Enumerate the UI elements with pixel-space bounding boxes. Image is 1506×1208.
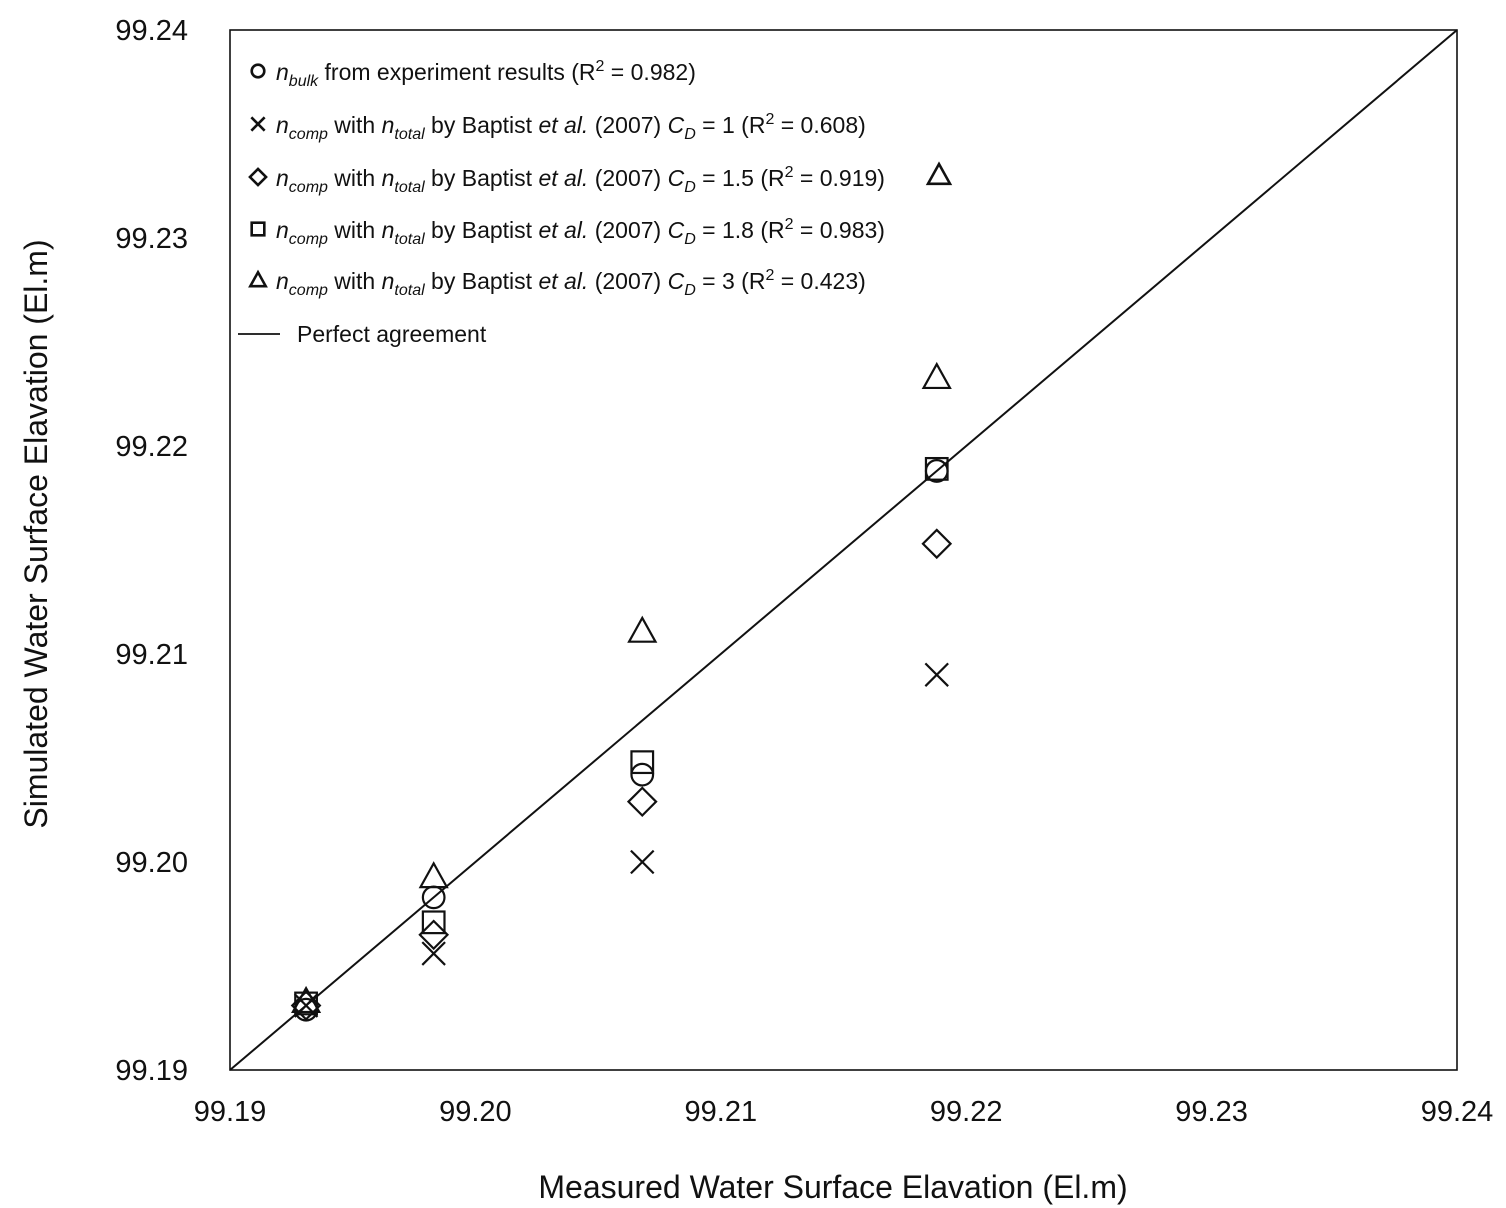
- x-tick-label: 99.20: [439, 1096, 512, 1128]
- data-point-diamond: [418, 919, 450, 951]
- data-point-diamond: [626, 786, 658, 818]
- x-tick-label: 99.19: [194, 1096, 267, 1128]
- perfect-agreement-line: [229, 29, 1458, 1071]
- y-tick-label: 99.22: [115, 431, 188, 463]
- y-tick-label: 99.24: [115, 15, 188, 47]
- data-point-triangle: [418, 861, 449, 889]
- data-point-diamond: [921, 528, 953, 560]
- y-axis-ticks: 99.19 99.20 99.21 99.22 99.23 99.24: [115, 15, 188, 1087]
- y-tick-label: 99.19: [115, 1055, 188, 1087]
- data-point-triangle: [291, 985, 322, 1014]
- legend-marker-diamond: [248, 167, 268, 187]
- x-axis-title: Measured Water Surface Elavation (El.m): [538, 1169, 1127, 1205]
- plot-frame: [229, 29, 1458, 1071]
- legend-entry-label: ncomp with ntotal by Baptist et al. (200…: [276, 164, 885, 196]
- legend-entry-label: nbulk from experiment results (R2 = 0.98…: [276, 58, 696, 90]
- perfect-agreement-segment: [229, 29, 1458, 1071]
- legend-stray-triangle-marker: [925, 161, 953, 186]
- x-tick-label: 99.22: [930, 1096, 1003, 1128]
- data-markers: [290, 361, 953, 1022]
- data-point-triangle: [921, 361, 952, 390]
- x-tick-label: 99.21: [685, 1096, 758, 1128]
- data-point-square: [294, 991, 318, 1016]
- legend-marker-circle: [250, 63, 266, 79]
- x-axis-ticks: 99.19 99.20 99.21 99.22 99.23 99.24: [194, 1096, 1494, 1128]
- plot-area: [229, 29, 1458, 1071]
- y-axis-title: Simulated Water Surface Elavation (El.m): [18, 239, 54, 828]
- data-point-circle: [630, 762, 655, 787]
- legend-marker-triangle: [248, 269, 268, 288]
- y-tick-label: 99.20: [115, 847, 188, 879]
- data-point-triangle: [627, 615, 658, 643]
- x-tick-label: 99.24: [1421, 1096, 1494, 1128]
- x-tick-label: 99.23: [1175, 1096, 1248, 1128]
- data-point-diamond: [290, 990, 322, 1021]
- data-point-x: [630, 849, 655, 875]
- y-tick-label: 99.21: [115, 639, 188, 671]
- y-tick-label: 99.23: [115, 223, 188, 255]
- legend-entry-label: ncomp with ntotal by Baptist et al. (200…: [276, 216, 885, 248]
- data-point-square: [630, 750, 655, 775]
- data-point-x: [924, 662, 949, 687]
- legend-entry-label: ncomp with ntotal by Baptist et al. (200…: [276, 267, 866, 299]
- data-point-x: [421, 941, 446, 966]
- legend-marker-square: [250, 221, 266, 237]
- legend: nbulk from experiment results (R2 = 0.98…: [238, 58, 953, 347]
- data-point-square: [924, 456, 949, 481]
- legend-marker-x: [250, 116, 266, 132]
- legend-entry-perfect-agreement: Perfect agreement: [297, 321, 487, 347]
- legend-entry-label: ncomp with ntotal by Baptist et al. (200…: [276, 111, 866, 143]
- data-point-square: [421, 910, 446, 935]
